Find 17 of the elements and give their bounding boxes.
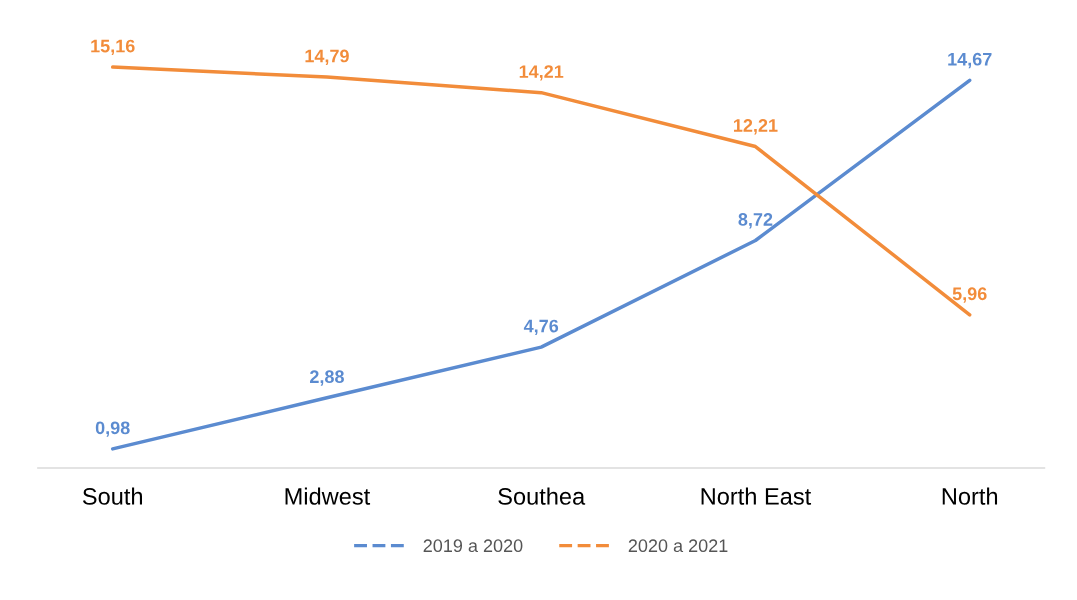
data-label: 2,88 — [310, 370, 344, 386]
legend-label: 2020 a 2021 — [628, 539, 728, 553]
x-tick-label: North East — [701, 487, 812, 505]
legend-label: 2019 a 2020 — [423, 539, 523, 553]
data-label: 5,96 — [952, 287, 987, 303]
x-tick-label: Southea — [498, 487, 586, 505]
data-label: 4,76 — [523, 319, 559, 336]
data-label: 15,16 — [91, 39, 135, 56]
x-tick-label: North — [942, 487, 998, 505]
data-label: 14,21 — [519, 65, 564, 81]
data-label: 14,67 — [948, 52, 992, 69]
data-label: 0,98 — [95, 421, 130, 437]
data-label: 12,21 — [733, 119, 778, 135]
x-tick-label: Midwest — [285, 487, 371, 505]
data-label: 8,72 — [738, 213, 773, 229]
data-label: 14,79 — [305, 49, 349, 65]
x-tick-label: South — [82, 487, 142, 505]
